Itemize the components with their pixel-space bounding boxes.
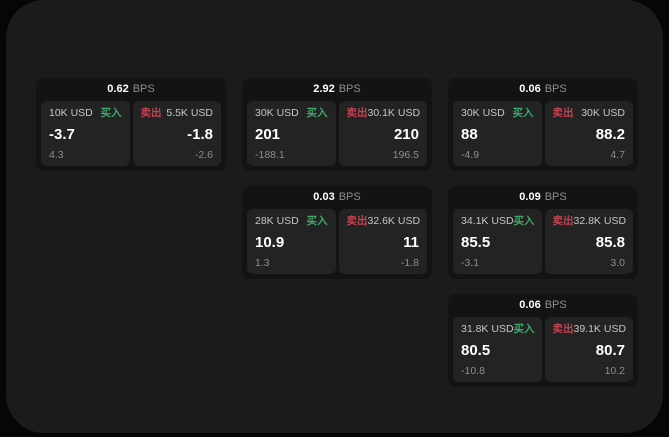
- sell-amount: 32.6K USD: [367, 215, 421, 227]
- sell-sub-value: 10.2: [604, 364, 625, 377]
- sell-value: 80.7: [595, 341, 625, 359]
- sell-tile[interactable]: 卖出 39.1K USD 80.7 10.2: [544, 317, 633, 382]
- sell-side-badge: 卖出: [346, 215, 368, 227]
- buy-amount: 30K USD: [255, 107, 299, 119]
- bps-value: 0.03: [313, 191, 335, 203]
- buy-amount: 10K USD: [49, 107, 93, 119]
- bps-value: 0.06: [519, 83, 541, 95]
- bps-value: 2.92: [313, 83, 335, 95]
- card-header: 2.92 BPS: [247, 78, 427, 101]
- buy-value: 85.5: [461, 233, 491, 251]
- card-header: 0.03 BPS: [247, 186, 427, 209]
- buy-side-badge: 买入: [513, 215, 535, 227]
- sell-tile[interactable]: 卖出 32.6K USD 11 -1.8: [338, 209, 427, 274]
- quote-card[interactable]: 0.09 BPS 34.1K USD 买入 85.5 -3.1 卖出 32.8K…: [448, 186, 638, 279]
- buy-amount: 30K USD: [461, 107, 505, 119]
- sell-amount: 5.5K USD: [166, 107, 213, 119]
- buy-side-badge: 买入: [100, 107, 122, 119]
- app-panel: 0.62 BPS 10K USD 买入 -3.7 4.3 卖出 5.5K USD…: [6, 0, 663, 433]
- bps-unit-label: BPS: [544, 83, 567, 95]
- buy-value: 10.9: [255, 233, 285, 251]
- sell-sub-value: 3.0: [610, 256, 625, 269]
- bps-unit-label: BPS: [544, 299, 567, 311]
- buy-tile[interactable]: 30K USD 买入 88 -4.9: [453, 101, 542, 166]
- buy-sub-value: -3.1: [461, 256, 480, 269]
- sell-side-badge: 卖出: [552, 323, 574, 335]
- bps-unit-label: BPS: [338, 83, 361, 95]
- card-header: 0.09 BPS: [453, 186, 633, 209]
- sell-sub-value: 4.7: [610, 148, 625, 161]
- sell-amount: 39.1K USD: [573, 323, 627, 335]
- buy-sub-value: -188.1: [255, 148, 285, 161]
- sell-value: 11: [403, 233, 419, 251]
- buy-value: 80.5: [461, 341, 491, 359]
- buy-sub-value: -4.9: [461, 148, 480, 161]
- sell-value: 88.2: [595, 125, 625, 143]
- sell-value: 210: [393, 125, 419, 143]
- sell-tile[interactable]: 卖出 5.5K USD -1.8 -2.6: [132, 101, 221, 166]
- sell-sub-value: 196.5: [392, 148, 419, 161]
- bps-unit-label: BPS: [544, 191, 567, 203]
- buy-value: -3.7: [49, 125, 75, 143]
- sell-value: 85.8: [595, 233, 625, 251]
- sell-sub-value: -1.8: [400, 256, 419, 269]
- buy-tile[interactable]: 30K USD 买入 201 -188.1: [247, 101, 336, 166]
- quote-card[interactable]: 0.06 BPS 30K USD 买入 88 -4.9 卖出 30K USD 8…: [448, 78, 638, 171]
- buy-amount: 34.1K USD: [461, 215, 514, 227]
- quote-card[interactable]: 0.06 BPS 31.8K USD 买入 80.5 -10.8 卖出 39.1…: [448, 294, 638, 387]
- sell-sub-value: -2.6: [194, 148, 213, 161]
- sell-tile[interactable]: 卖出 32.8K USD 85.8 3.0: [544, 209, 633, 274]
- sell-side-badge: 卖出: [140, 107, 162, 119]
- sell-tile[interactable]: 卖出 30K USD 88.2 4.7: [544, 101, 633, 166]
- bps-value: 0.09: [519, 191, 541, 203]
- buy-amount: 31.8K USD: [461, 323, 514, 335]
- bps-value: 0.62: [107, 83, 129, 95]
- buy-value: 88: [461, 125, 478, 143]
- buy-tile[interactable]: 31.8K USD 买入 80.5 -10.8: [453, 317, 542, 382]
- sell-value: -1.8: [187, 125, 213, 143]
- card-header: 0.62 BPS: [41, 78, 221, 101]
- sell-amount: 32.8K USD: [573, 215, 627, 227]
- buy-sub-value: 4.3: [49, 148, 64, 161]
- sell-amount: 30.1K USD: [367, 107, 421, 119]
- buy-amount: 28K USD: [255, 215, 299, 227]
- sell-side-badge: 卖出: [346, 107, 368, 119]
- bps-unit-label: BPS: [132, 83, 155, 95]
- buy-sub-value: 1.3: [255, 256, 270, 269]
- buy-side-badge: 买入: [306, 107, 328, 119]
- sell-amount: 30K USD: [581, 107, 625, 119]
- quote-card[interactable]: 0.62 BPS 10K USD 买入 -3.7 4.3 卖出 5.5K USD…: [36, 78, 226, 171]
- buy-tile[interactable]: 10K USD 买入 -3.7 4.3: [41, 101, 130, 166]
- buy-tile[interactable]: 28K USD 买入 10.9 1.3: [247, 209, 336, 274]
- sell-side-badge: 卖出: [552, 107, 574, 119]
- buy-side-badge: 买入: [513, 323, 535, 335]
- card-header: 0.06 BPS: [453, 78, 633, 101]
- quote-card[interactable]: 2.92 BPS 30K USD 买入 201 -188.1 卖出 30.1K …: [242, 78, 432, 171]
- bps-value: 0.06: [519, 299, 541, 311]
- sell-tile[interactable]: 卖出 30.1K USD 210 196.5: [338, 101, 427, 166]
- buy-value: 201: [255, 125, 281, 143]
- buy-sub-value: -10.8: [461, 364, 485, 377]
- card-header: 0.06 BPS: [453, 294, 633, 317]
- buy-side-badge: 买入: [306, 215, 328, 227]
- sell-side-badge: 卖出: [552, 215, 574, 227]
- buy-tile[interactable]: 34.1K USD 买入 85.5 -3.1: [453, 209, 542, 274]
- bps-unit-label: BPS: [338, 191, 361, 203]
- quote-card[interactable]: 0.03 BPS 28K USD 买入 10.9 1.3 卖出 32.6K US…: [242, 186, 432, 279]
- buy-side-badge: 买入: [512, 107, 534, 119]
